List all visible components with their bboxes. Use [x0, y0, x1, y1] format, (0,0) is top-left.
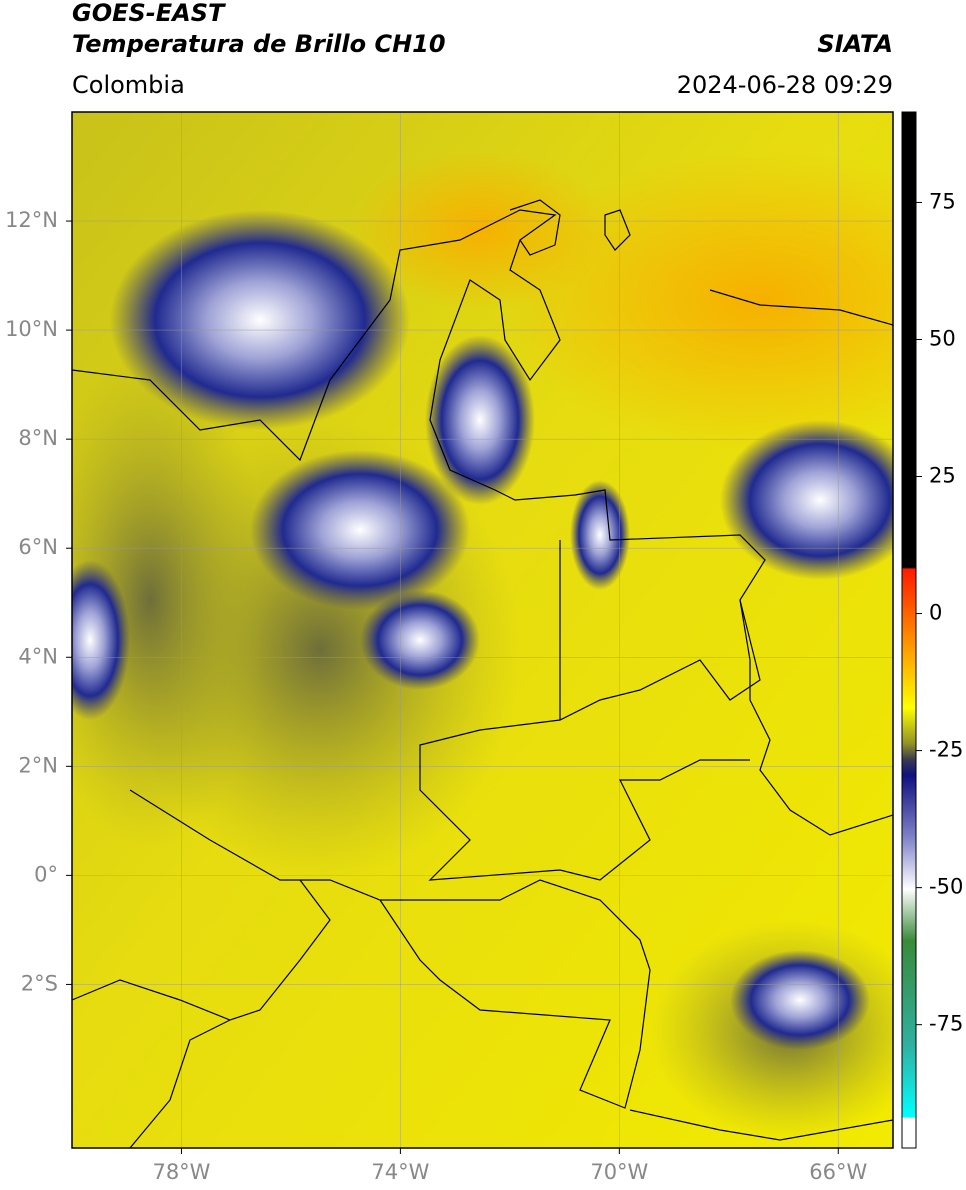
colorbar-tick-label: 25: [929, 464, 956, 488]
y-tick-label: 6°N: [18, 535, 58, 559]
y-tick-label: 10°N: [5, 317, 58, 341]
subtitle: Temperatura de Brillo CH10: [72, 30, 446, 58]
x-tick-label: 78°W: [152, 1160, 210, 1184]
timestamp: 2024-06-28 09:29: [677, 71, 893, 99]
x-tick-label: 70°W: [590, 1160, 648, 1184]
colorbar-tick-label: 50: [929, 326, 956, 350]
colorbar-tick-label: -75: [929, 1012, 963, 1036]
region: Colombia: [72, 71, 185, 99]
y-tick-label: 2°N: [18, 753, 58, 777]
colorbar-tick-label: 0: [929, 601, 942, 625]
y-tick-label: 0°: [34, 862, 58, 886]
map-frame: [71, 111, 894, 1149]
y-tick-label: 2°S: [21, 971, 58, 995]
title: GOES-EAST: [72, 0, 226, 27]
y-tick-label: 4°N: [18, 644, 58, 668]
source: SIATA: [817, 30, 893, 58]
y-tick-label: 8°N: [18, 426, 58, 450]
map-imagery: [72, 112, 893, 1148]
x-tick-label: 66°W: [809, 1160, 867, 1184]
x-tick-label: 74°W: [371, 1160, 429, 1184]
colorbar-tick-label: 75: [929, 189, 956, 213]
colorbar-tick-label: -25: [929, 738, 963, 762]
colorbar-tick-label: -50: [929, 875, 963, 899]
y-tick-label: 12°N: [5, 208, 58, 232]
colorbar: [901, 111, 917, 1149]
